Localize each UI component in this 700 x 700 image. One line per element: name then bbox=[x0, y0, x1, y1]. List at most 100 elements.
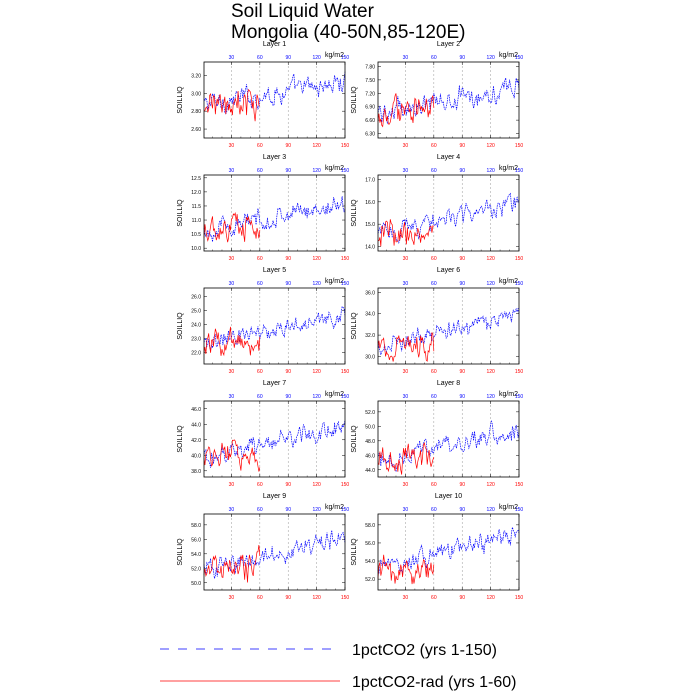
x-tick-label-top: 150 bbox=[341, 55, 350, 61]
y-tick-label: 56.0 bbox=[191, 537, 201, 543]
y-tick-label: 7.20 bbox=[365, 91, 375, 97]
x-tick-label-top: 150 bbox=[515, 394, 524, 400]
x-tick-label-top: 90 bbox=[285, 55, 291, 61]
y-tick-label: 50.0 bbox=[365, 424, 375, 430]
y-tick-label: 6.60 bbox=[365, 118, 375, 124]
x-tick-label-top: 60 bbox=[431, 394, 437, 400]
series-line-1pctco2-rad bbox=[377, 93, 435, 128]
series-line-1pctco2-rad bbox=[377, 332, 435, 362]
x-tick-label-top: 60 bbox=[257, 55, 263, 61]
panel-layer-2: Layer 2 kg/m2 SOILLIQ 30 30 60 60 90 90 120 120 150… bbox=[351, 41, 523, 149]
x-tick-label-top: 120 bbox=[312, 394, 321, 400]
panel-layer-3: Layer 3 kg/m2 SOILLIQ 30 30 60 60 90 90 120 120 150… bbox=[177, 154, 349, 262]
x-tick-label-bottom: 30 bbox=[403, 369, 409, 375]
x-tick-label-bottom: 120 bbox=[312, 143, 321, 149]
series-line-1pctco2-rad bbox=[203, 439, 261, 472]
legend-label-blue: 1pctCO2 (yrs 1-150) bbox=[352, 642, 497, 659]
x-tick-label-bottom: 30 bbox=[403, 143, 409, 149]
series-line-1pctco2 bbox=[377, 527, 520, 575]
x-tick-label-top: 60 bbox=[431, 281, 437, 287]
x-tick-label-top: 150 bbox=[515, 55, 524, 61]
y-tick-label: 25.0 bbox=[191, 309, 201, 315]
y-axis-label: SOILLIQ bbox=[351, 538, 358, 566]
series-line-1pctco2 bbox=[203, 196, 346, 242]
x-tick-label-bottom: 60 bbox=[257, 595, 263, 601]
x-tick-label-top: 90 bbox=[459, 507, 465, 513]
x-tick-label-top: 30 bbox=[229, 507, 235, 513]
panel-frame bbox=[377, 400, 520, 478]
x-tick-label-top: 150 bbox=[341, 394, 350, 400]
x-tick-label-top: 30 bbox=[403, 168, 409, 174]
x-tick-label-bottom: 30 bbox=[403, 595, 409, 601]
panel-title: Layer 4 bbox=[437, 154, 460, 161]
unit-label: kg/m2 bbox=[499, 165, 518, 172]
x-tick-label-top: 120 bbox=[312, 507, 321, 513]
series-line-1pctco2-rad bbox=[377, 219, 435, 247]
y-tick-label: 14.0 bbox=[365, 245, 375, 251]
x-tick-label-top: 90 bbox=[459, 281, 465, 287]
x-tick-label-bottom: 120 bbox=[312, 482, 321, 488]
x-tick-label-bottom: 30 bbox=[403, 482, 409, 488]
y-tick-label: 56.0 bbox=[365, 541, 375, 547]
y-tick-label: 12.5 bbox=[191, 176, 201, 182]
panel-frame bbox=[377, 513, 520, 591]
panel-layer-6: Layer 6 kg/m2 SOILLIQ 30 30 60 60 90 90 120 120 150… bbox=[351, 267, 523, 375]
unit-label: kg/m2 bbox=[499, 391, 518, 398]
y-tick-label: 54.0 bbox=[191, 552, 201, 558]
x-tick-label-bottom: 60 bbox=[431, 256, 437, 262]
x-tick-label-bottom: 90 bbox=[459, 369, 465, 375]
x-tick-label-top: 120 bbox=[486, 281, 495, 287]
series-line-1pctco2 bbox=[203, 71, 346, 115]
x-tick-label-bottom: 150 bbox=[515, 595, 524, 601]
x-tick-label-bottom: 120 bbox=[486, 143, 495, 149]
legend-label-red: 1pctCO2-rad (yrs 1-60) bbox=[352, 674, 517, 691]
series-line-1pctco2 bbox=[203, 420, 346, 468]
x-tick-label-bottom: 60 bbox=[257, 143, 263, 149]
y-tick-label: 46.0 bbox=[191, 407, 201, 413]
y-tick-label: 3.20 bbox=[191, 73, 201, 79]
x-tick-label-top: 90 bbox=[459, 394, 465, 400]
panel-layer-1: Layer 1 kg/m2 SOILLIQ 30 30 60 60 90 90 120 120 150… bbox=[177, 41, 349, 149]
series-line-1pctco2 bbox=[203, 530, 346, 579]
y-axis-label: SOILLIQ bbox=[351, 425, 358, 453]
y-tick-label: 10.5 bbox=[191, 232, 201, 238]
y-tick-label: 34.0 bbox=[365, 312, 375, 318]
y-tick-label: 42.0 bbox=[191, 438, 201, 444]
panel-grid: Layer 1 kg/m2 SOILLIQ 30 30 60 60 90 90 120 120 150… bbox=[177, 41, 523, 601]
x-tick-label-bottom: 90 bbox=[459, 595, 465, 601]
x-tick-label-bottom: 120 bbox=[486, 595, 495, 601]
x-tick-label-bottom: 150 bbox=[341, 143, 350, 149]
series-line-1pctco2 bbox=[377, 307, 520, 355]
unit-label: kg/m2 bbox=[325, 391, 344, 398]
x-tick-label-bottom: 90 bbox=[285, 595, 291, 601]
y-tick-label: 17.0 bbox=[365, 177, 375, 183]
y-tick-label: 30.0 bbox=[365, 355, 375, 361]
y-tick-label: 16.0 bbox=[365, 200, 375, 206]
panel-frame bbox=[203, 174, 346, 252]
x-tick-label-top: 90 bbox=[459, 168, 465, 174]
x-tick-label-top: 150 bbox=[341, 168, 350, 174]
y-tick-label: 44.0 bbox=[365, 468, 375, 474]
panel-title: Layer 5 bbox=[263, 267, 286, 274]
panel-title: Layer 2 bbox=[437, 41, 460, 48]
panel-title: Layer 9 bbox=[263, 493, 286, 500]
y-tick-label: 44.0 bbox=[191, 422, 201, 428]
panel-title: Layer 3 bbox=[263, 154, 286, 161]
x-tick-label-bottom: 90 bbox=[285, 369, 291, 375]
x-tick-label-top: 60 bbox=[431, 55, 437, 61]
x-tick-label-top: 30 bbox=[403, 507, 409, 513]
x-tick-label-top: 60 bbox=[257, 394, 263, 400]
x-tick-label-top: 90 bbox=[285, 281, 291, 287]
panel-layer-10: Layer 10 kg/m2 SOILLIQ 30 30 60 60 90 90 120 120 15… bbox=[351, 493, 523, 601]
y-tick-label: 24.0 bbox=[191, 323, 201, 329]
x-tick-label-top: 60 bbox=[431, 507, 437, 513]
y-tick-label: 12.0 bbox=[191, 190, 201, 196]
panel-frame bbox=[203, 400, 346, 478]
x-tick-label-top: 120 bbox=[312, 55, 321, 61]
series-line-1pctco2-rad bbox=[203, 545, 261, 583]
panel-title: Layer 6 bbox=[437, 267, 460, 274]
x-tick-label-top: 90 bbox=[285, 507, 291, 513]
x-tick-label-top: 150 bbox=[515, 507, 524, 513]
x-tick-label-top: 30 bbox=[229, 55, 235, 61]
